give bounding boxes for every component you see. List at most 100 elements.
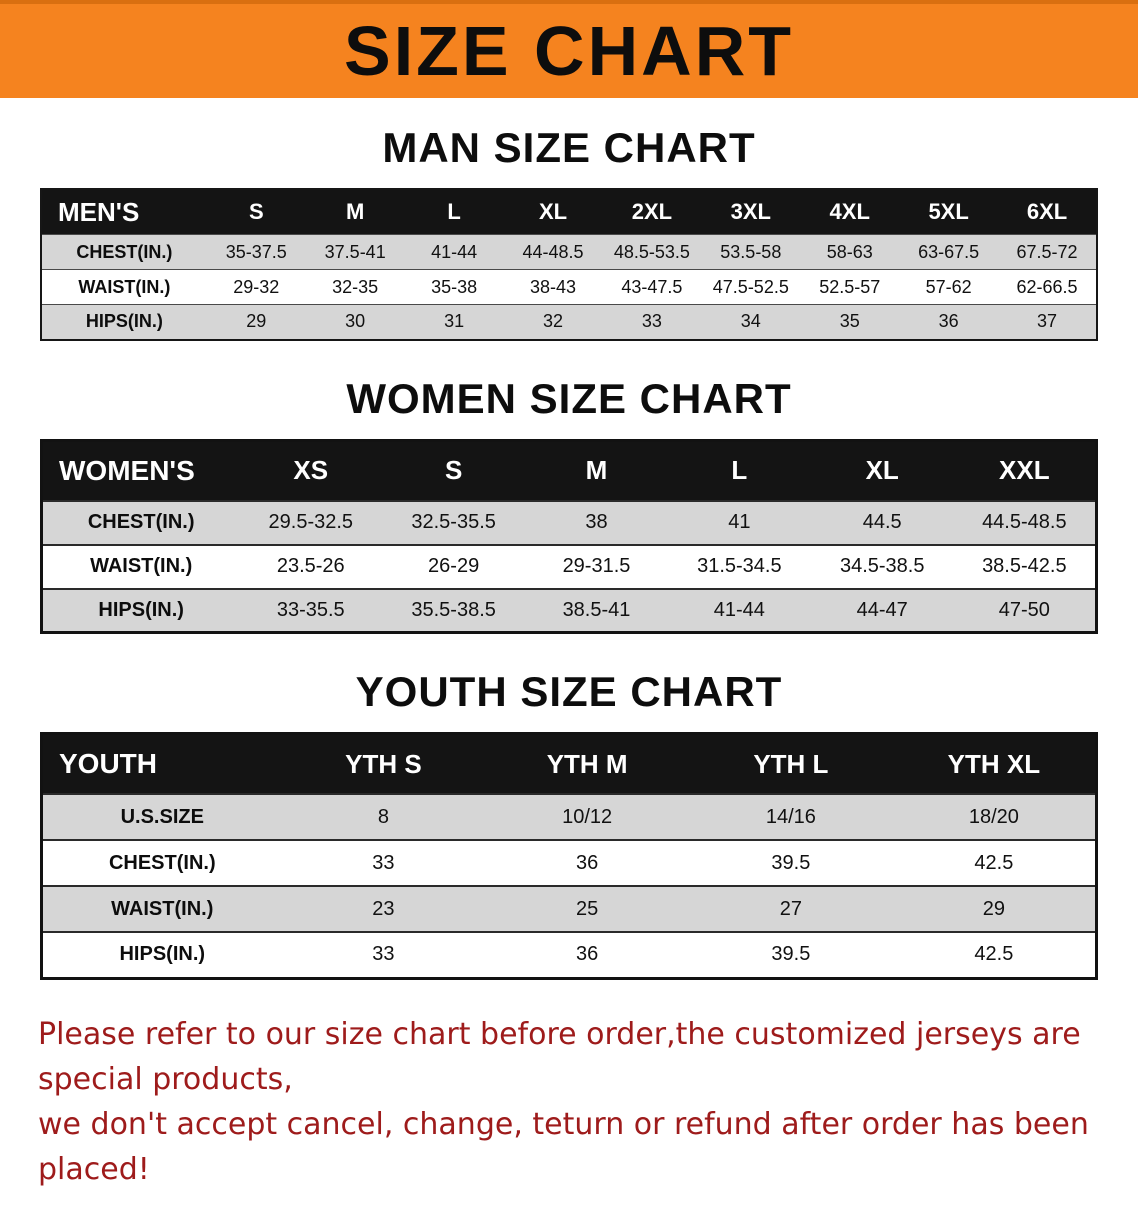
size-value-cell: 53.5-58 [720, 241, 782, 262]
size-value-cell: 62-66.5 [1016, 276, 1078, 297]
size-column-header: M [305, 189, 405, 235]
size-value-cell: 57-62 [925, 276, 972, 297]
men-size-table: MEN'S S M L XL 2XL 3XL 4XL 5XL 6XL CHEST(IN.) 35-37… [40, 188, 1098, 341]
size-value-cell: 14/16 [765, 805, 816, 828]
size-column-header: XL [503, 189, 603, 235]
table-row: U.S.SIZE 8 10/12 14/16 18/20 [41, 794, 1097, 840]
row-label: CHEST(IN.) [76, 241, 173, 262]
size-value-cell: 39.5 [771, 943, 811, 966]
size-value-cell: 37 [1037, 311, 1058, 332]
size-column-header: XXL [953, 440, 1097, 501]
size-value-cell: 34 [740, 311, 761, 332]
table-header: YOUTH YTH S YTH M YTH L YTH XL [41, 733, 1097, 794]
size-value-cell: 58-63 [826, 241, 873, 262]
disclaimer-line-2: we don't accept cancel, change, teturn o… [38, 1106, 1089, 1187]
table-row: HIPS(IN.) 33-35.5 35.5-38.5 38.5-41 41-44 44-… [41, 588, 1097, 633]
size-value-cell: 32-35 [332, 276, 379, 297]
row-label: HIPS(IN.) [119, 943, 206, 966]
table-row: CHEST(IN.) 35-37.5 37.5-41 41-44 44-48.5 48.5… [41, 234, 1097, 270]
size-value-cell: 29-31.5 [562, 555, 631, 577]
size-value-cell: 35-38 [431, 276, 478, 297]
table-category-label: WOMEN'S [41, 440, 240, 501]
row-label: U.S.SIZE [120, 805, 204, 828]
size-value-cell: 29-32 [233, 276, 280, 297]
size-value-cell: 31.5-34.5 [697, 555, 782, 577]
size-value-cell: 29 [982, 897, 1005, 920]
size-value-cell: 35 [839, 311, 860, 332]
size-column-header: L [404, 189, 504, 235]
row-label: WAIST(IN.) [78, 276, 171, 297]
row-label: HIPS(IN.) [98, 598, 184, 621]
size-value-cell: 52.5-57 [819, 276, 881, 297]
size-column-header: M [525, 440, 668, 501]
size-value-cell: 30 [345, 311, 366, 332]
row-label: WAIST(IN.) [111, 897, 214, 920]
table-body: CHEST(IN.) 29.5-32.5 32.5-35.5 38 41 44.5 44.5… [41, 500, 1097, 633]
size-value-cell: 44-48.5 [522, 241, 584, 262]
size-value-cell: 43-47.5 [621, 276, 683, 297]
size-value-cell: 25 [576, 897, 599, 920]
size-value-cell: 33 [372, 943, 395, 966]
size-column-header: 2XL [602, 189, 702, 235]
size-column-header: 6XL [998, 189, 1097, 235]
size-value-cell: 38-43 [529, 276, 577, 297]
size-value-cell: 48.5-53.5 [613, 241, 690, 262]
size-column-header: YTH XL [892, 733, 1097, 794]
row-label: WAIST(IN.) [90, 555, 193, 577]
size-value-cell: 35.5-38.5 [411, 598, 496, 621]
size-value-cell: 26-29 [428, 555, 480, 577]
size-value-cell: 47.5-52.5 [712, 276, 789, 297]
size-value-cell: 32 [542, 311, 564, 332]
table-body: CHEST(IN.) 35-37.5 37.5-41 41-44 44-48.5 48.5… [41, 234, 1097, 340]
disclaimer: Please refer to our size chart before or… [38, 1012, 1100, 1192]
size-value-cell: 29.5-32.5 [268, 511, 354, 533]
table-header: MEN'S S M L XL 2XL 3XL 4XL 5XL 6XL [41, 189, 1097, 235]
men-size-chart-heading: MAN SIZE CHART [382, 124, 756, 171]
row-label: CHEST(IN.) [87, 511, 195, 533]
size-value-cell: 39.5 [771, 851, 811, 874]
size-value-cell: 44-47 [856, 598, 908, 621]
size-value-cell: 36 [576, 851, 599, 874]
size-value-cell: 36 [938, 311, 959, 332]
size-value-cell: 44.5-48.5 [982, 511, 1067, 533]
banner: SIZE CHART [0, 0, 1138, 98]
size-column-header: 5XL [899, 189, 999, 235]
page-title: SIZE CHART [344, 12, 794, 90]
table-body: U.S.SIZE 8 10/12 14/16 18/20 CHEST(IN.) 33 36 39… [41, 794, 1097, 978]
size-value-cell: 29 [246, 311, 267, 332]
size-value-cell: 18/20 [968, 805, 1019, 828]
size-column-header: S [382, 440, 526, 501]
table-row: WAIST(IN.) 23.5-26 26-29 29-31.5 31.5-34.5 34… [41, 544, 1097, 589]
size-value-cell: 44.5 [862, 511, 902, 533]
table-header: WOMEN'S XS S M L XL XXL [41, 440, 1097, 501]
size-value-cell: 38 [585, 511, 608, 533]
size-value-cell: 34.5-38.5 [839, 555, 925, 577]
size-column-header: YTH M [485, 733, 690, 794]
men-size-section: MAN SIZE CHART MEN'S S M L XL 2XL 3XL 4XL 5XL 6XL… [0, 124, 1138, 341]
size-value-cell: 67.5-72 [1016, 241, 1078, 262]
size-value-cell: 35-37.5 [225, 241, 287, 262]
size-value-cell: 42.5 [974, 943, 1014, 966]
table-row: WAIST(IN.) 23 25 27 29 [41, 886, 1097, 932]
size-value-cell: 42.5 [974, 851, 1014, 874]
size-value-cell: 41-44 [431, 241, 478, 262]
size-value-cell: 41-44 [713, 598, 765, 621]
youth-size-table: YOUTH YTH S YTH M YTH L YTH XL U.S.SIZE 8 10/12… [40, 732, 1098, 980]
table-row: CHEST(IN.) 29.5-32.5 32.5-35.5 38 41 44.5 44.5… [41, 500, 1097, 545]
table-row: CHEST(IN.) 33 36 39.5 42.5 [41, 840, 1097, 886]
size-value-cell: 32.5-35.5 [411, 511, 496, 533]
size-value-cell: 31 [444, 311, 465, 332]
size-column-header: XL [810, 440, 954, 501]
women-size-table: WOMEN'S XS S M L XL XXL CHEST(IN.) 29.5-32.5 32.5… [40, 438, 1098, 634]
size-column-header: L [667, 440, 811, 501]
size-column-header: XS [239, 440, 383, 501]
size-value-cell: 33 [372, 851, 395, 874]
women-size-chart-heading: WOMEN SIZE CHART [346, 374, 792, 422]
size-value-cell: 36 [576, 943, 599, 966]
size-value-cell: 10/12 [562, 805, 613, 828]
table-header-row: YOUTH YTH S YTH M YTH L YTH XL [41, 733, 1097, 794]
size-column-header: YTH L [689, 733, 893, 794]
table-category-label: YOUTH [41, 733, 282, 794]
row-label: CHEST(IN.) [108, 851, 216, 874]
